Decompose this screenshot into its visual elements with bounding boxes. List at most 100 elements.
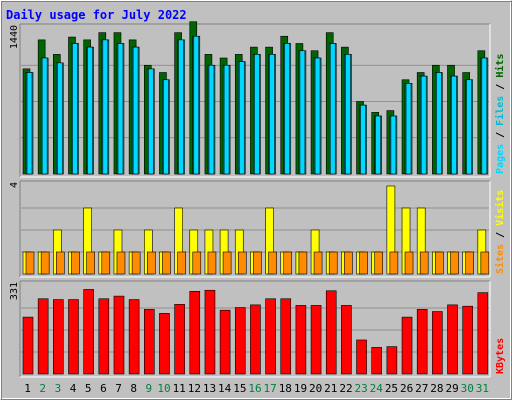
bar-kbytes-day-12 (189, 291, 201, 375)
legend-separator: / (495, 126, 506, 144)
bar-kbytes-day-18 (280, 298, 292, 375)
x-tick-label-day-12: 12 (188, 382, 201, 395)
bar-pages-day-16-fill (254, 54, 260, 175)
bar-sites-day-13 (207, 251, 217, 275)
panel-kbytes: 331 KBytes (9, 280, 506, 378)
bar-sites-day-29 (450, 251, 459, 275)
x-tick-label-day-25: 25 (385, 382, 398, 395)
bar-sites-day-10-fill (162, 251, 171, 275)
bar-sites-day-4-fill (71, 251, 80, 275)
x-tick-label-day-9: 9 (146, 382, 153, 395)
bar-sites-day-27 (419, 251, 429, 275)
x-tick-label-day-22: 22 (339, 382, 352, 395)
bar-pages-day-1 (26, 72, 33, 175)
x-tick-label-day-5: 5 (85, 382, 92, 395)
bar-pages-day-26 (405, 83, 412, 175)
legend-files: Files (494, 96, 506, 126)
bar-sites-day-21-fill (328, 251, 338, 275)
x-tick-label-day-20: 20 (309, 382, 322, 395)
bar-sites-day-9-fill (146, 251, 156, 275)
bar-kbytes-day-23 (356, 339, 367, 375)
bar-sites-day-28-fill (435, 251, 444, 275)
x-tick-label-day-11: 11 (173, 382, 186, 395)
bar-sites-day-18 (283, 251, 293, 275)
bar-sites-day-30 (465, 251, 474, 275)
bar-pages-day-14-fill (223, 64, 230, 175)
bar-pages-day-23-fill (360, 104, 366, 175)
bar-pages-day-18-fill (284, 43, 291, 175)
bar-sites-day-11 (177, 251, 186, 275)
bar-sites-day-20 (313, 251, 323, 275)
bar-sites-day-16 (253, 251, 262, 275)
bar-pages-day-7 (117, 43, 124, 175)
panel-usage: 1440 Pages / Files / Hits (9, 21, 506, 178)
bar-pages-day-17 (269, 54, 275, 175)
bar-pages-day-14 (223, 64, 230, 175)
bar-kbytes-day-3 (53, 299, 64, 375)
bar-sites-day-31 (480, 251, 490, 275)
x-tick-label-day-28: 28 (430, 382, 443, 395)
bar-kbytes-day-27 (416, 309, 428, 375)
bar-kbytes-day-18-fill (280, 298, 292, 375)
bar-pages-day-28 (436, 72, 442, 175)
legend-separator: / (495, 226, 506, 244)
bar-kbytes-day-17-fill (265, 298, 276, 375)
bar-kbytes-day-5-fill (83, 289, 94, 375)
bar-kbytes-day-8 (128, 299, 140, 375)
bar-sites-day-29-fill (450, 251, 459, 275)
bar-kbytes-day-8-fill (128, 299, 140, 375)
bar-pages-day-9-fill (147, 68, 154, 175)
x-tick-label-day-23: 23 (355, 382, 368, 395)
bar-kbytes-day-2 (37, 298, 49, 375)
legend-visits: Visits (494, 190, 506, 226)
bar-sites-day-16-fill (253, 251, 262, 275)
x-tick-label-day-17: 17 (264, 382, 277, 395)
bar-sites-day-12 (192, 251, 202, 275)
chart-title: Daily usage for July 2022 (6, 8, 187, 22)
bar-pages-day-15-fill (238, 61, 245, 175)
bar-kbytes-day-11-fill (174, 304, 185, 375)
bar-pages-day-30-fill (466, 79, 472, 175)
bar-pages-day-10 (163, 79, 169, 175)
bar-kbytes-day-6-fill (98, 298, 110, 375)
bar-pages-day-27 (420, 75, 427, 175)
bar-kbytes-day-4-fill (68, 299, 79, 375)
bar-sites-day-22-fill (344, 251, 353, 275)
bar-kbytes-day-9-fill (143, 309, 155, 375)
x-tick-label-day-26: 26 (400, 382, 413, 395)
x-tick-label-day-16: 16 (248, 382, 261, 395)
bar-sites-day-25 (389, 251, 399, 275)
panel-visits-ymax-label: 4 (9, 182, 20, 188)
bar-kbytes-day-27-fill (416, 309, 428, 375)
x-tick-label-day-30: 30 (461, 382, 474, 395)
bar-kbytes-day-24 (371, 347, 383, 375)
bar-kbytes-day-15 (234, 307, 246, 375)
bar-sites-day-10 (162, 251, 171, 275)
bar-kbytes-day-29 (447, 304, 458, 375)
x-tick-label-day-1: 1 (24, 382, 31, 395)
bar-sites-day-27-fill (419, 251, 429, 275)
bar-kbytes-day-13-fill (204, 289, 216, 375)
bar-sites-day-26-fill (404, 251, 414, 275)
bar-kbytes-day-28-fill (432, 311, 443, 375)
bar-sites-day-24-fill (374, 251, 384, 275)
bar-kbytes-day-31-fill (477, 292, 489, 375)
x-tick-label-day-24: 24 (370, 382, 384, 395)
bar-kbytes-day-14-fill (219, 309, 231, 375)
bar-sites-day-17 (268, 251, 277, 275)
bar-pages-day-13 (208, 64, 215, 175)
panel-visits: 4 Sites / Visits (9, 180, 506, 278)
x-tick-label-day-18: 18 (279, 382, 292, 395)
bar-sites-day-22 (344, 251, 353, 275)
bar-sites-day-19-fill (298, 251, 308, 275)
legend-kbytes: KBytes (495, 338, 506, 374)
x-axis-day-labels: 1 2 3 4 5 6 7 8 9 10 11 12 13 14 15 16 17 18 19 20 21 22 23 24 2… (24, 382, 489, 395)
bar-sites-day-15 (237, 251, 247, 275)
bar-pages-day-6-fill (102, 39, 109, 175)
bar-sites-day-1-fill (25, 251, 35, 275)
bar-pages-day-29 (451, 75, 457, 175)
bar-sites-day-14 (222, 251, 232, 275)
legend-separator: / (495, 78, 506, 96)
bar-pages-day-12 (193, 35, 200, 175)
bar-kbytes-day-7 (113, 295, 125, 375)
